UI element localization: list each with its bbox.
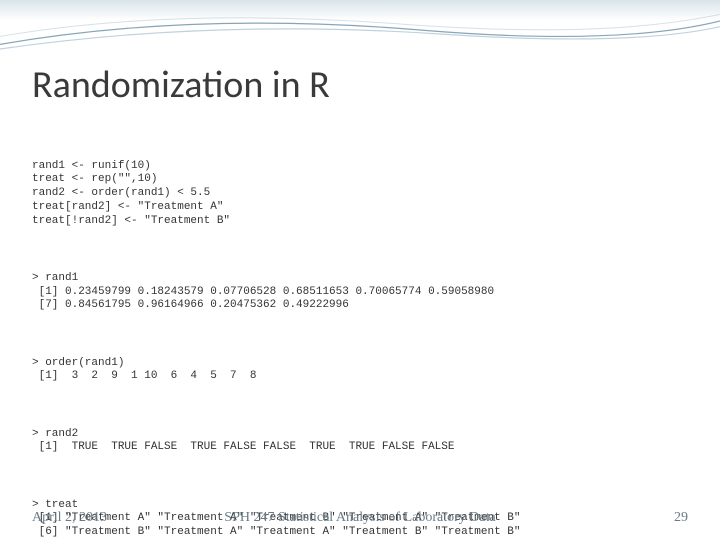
footer: April 2, 2013 SPH 247 Statistical Analys… — [0, 502, 720, 526]
code-block: rand1 <- runif(10) treat <- rep("",10) r… — [32, 160, 696, 229]
top-gradient — [0, 0, 720, 20]
code-block: > order(rand1) [1] 3 2 9 1 10 6 4 5 7 8 — [32, 357, 696, 385]
code-block: > rand1 [1] 0.23459799 0.18243579 0.0770… — [32, 272, 696, 313]
footer-center: SPH 247 Statistical Analysis of Laborato… — [0, 510, 720, 526]
code-block: > rand2 [1] TRUE TRUE FALSE TRUE FALSE F… — [32, 428, 696, 456]
slide-title: Randomization in R — [32, 62, 330, 108]
code-area: rand1 <- runif(10) treat <- rep("",10) r… — [32, 132, 696, 540]
footer-page: 29 — [674, 510, 688, 526]
